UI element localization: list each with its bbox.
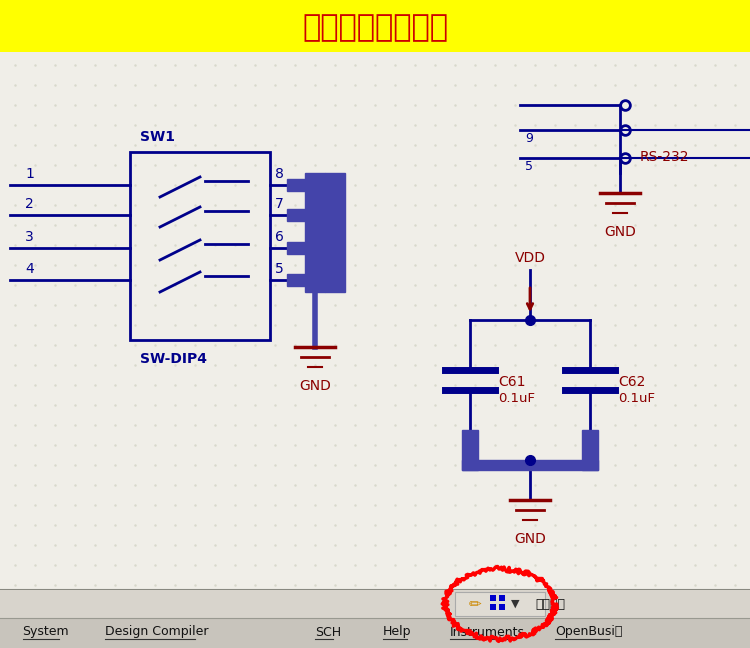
Bar (462, 430, 478, 470)
Text: OpenBusi调: OpenBusi调 (555, 625, 622, 638)
Bar (0, 590, 750, 648)
Text: VDD: VDD (514, 251, 545, 265)
Text: 1: 1 (25, 167, 34, 181)
Text: 0.1uF: 0.1uF (618, 392, 655, 405)
Bar (0, 590, 750, 618)
Text: RS-232: RS-232 (640, 150, 689, 164)
Text: GND: GND (514, 532, 546, 546)
Text: GND: GND (299, 379, 331, 393)
Text: ▼: ▼ (511, 599, 519, 609)
Text: 8: 8 (275, 167, 284, 181)
Text: 原理图中可以这样: 原理图中可以这样 (302, 14, 448, 43)
Bar (325, 173, 345, 292)
Bar (287, 274, 307, 286)
Bar (287, 179, 307, 191)
Text: 6: 6 (275, 230, 284, 244)
Text: 5: 5 (525, 160, 533, 173)
Text: 3: 3 (25, 230, 34, 244)
Text: 5: 5 (275, 262, 284, 276)
Text: 7: 7 (275, 197, 284, 211)
Text: 9: 9 (525, 132, 532, 145)
Bar (305, 173, 325, 292)
Text: ✏: ✏ (469, 597, 482, 612)
Text: 0.1uF: 0.1uF (498, 392, 535, 405)
Text: SW1: SW1 (140, 130, 175, 144)
Text: 掩膜级别: 掩膜级别 (535, 597, 565, 610)
Bar (130, 152, 270, 340)
Bar (499, 604, 505, 610)
Text: SW-DIP4: SW-DIP4 (140, 352, 207, 366)
Bar (455, 592, 545, 616)
Bar (287, 242, 307, 254)
Bar (582, 430, 598, 470)
Text: Design Compiler: Design Compiler (105, 625, 209, 638)
Bar (490, 604, 496, 610)
Text: Instruments: Instruments (450, 625, 525, 638)
Text: GND: GND (604, 225, 636, 239)
Bar (0, 0, 750, 52)
Text: C61: C61 (498, 375, 526, 389)
Bar (499, 595, 505, 601)
Bar (462, 460, 598, 470)
Bar (287, 209, 307, 221)
Text: System: System (22, 625, 69, 638)
Text: 2: 2 (25, 197, 34, 211)
Text: 4: 4 (25, 262, 34, 276)
Bar (490, 595, 496, 601)
Text: SCH: SCH (315, 625, 341, 638)
Text: Help: Help (382, 625, 411, 638)
Text: C62: C62 (618, 375, 645, 389)
Bar (0, 50, 750, 590)
